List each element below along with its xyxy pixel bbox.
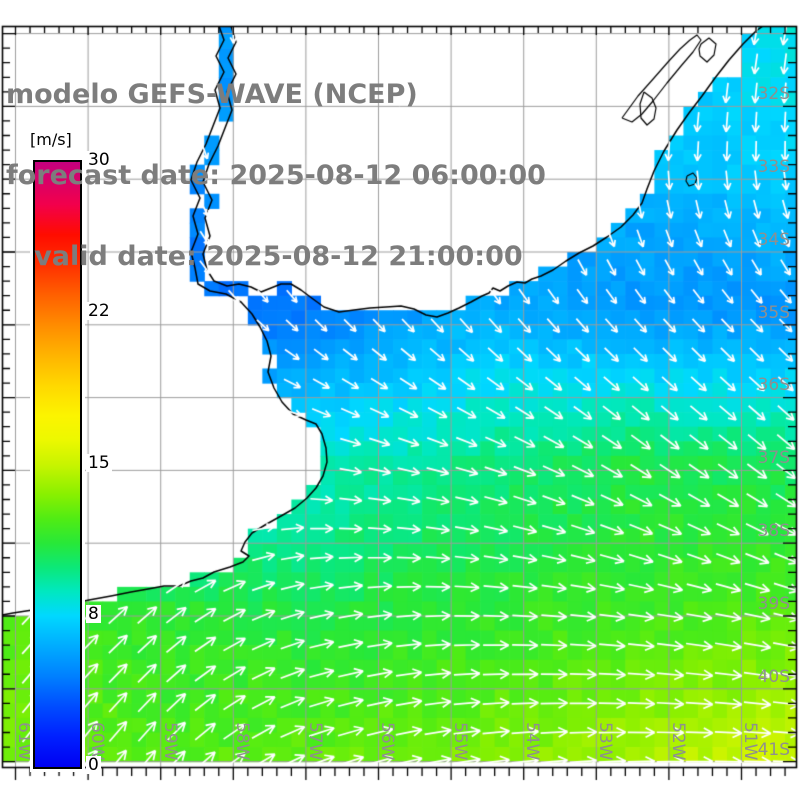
lon-label-57W: 57W <box>305 722 325 761</box>
colorbar-unit-label: [m/s] <box>27 130 75 149</box>
lat-label-34S: 34S <box>757 230 790 250</box>
lat-label-35S: 35S <box>757 303 790 323</box>
lon-label-55W: 55W <box>450 722 470 761</box>
title-valid-line: valid date: 2025-08-12 21:00:00 <box>6 241 523 272</box>
colorbar-tick-label-8: 8 <box>86 603 101 624</box>
lat-label-37S: 37S <box>757 448 790 468</box>
colorbar-gradient <box>35 162 80 767</box>
lon-label-53W: 53W <box>595 722 615 761</box>
lat-label-32S: 32S <box>757 84 790 104</box>
colorbar-tick-label-30: 30 <box>86 150 112 170</box>
lat-label-33S: 33S <box>757 157 790 177</box>
lat-label-41S: 41S <box>757 740 790 760</box>
lat-label-40S: 40S <box>757 667 790 687</box>
lon-label-54W: 54W <box>522 722 542 761</box>
colorbar <box>33 160 82 769</box>
lon-label-58W: 58W <box>232 722 252 761</box>
lon-label-52W: 52W <box>668 722 688 761</box>
colorbar-tick-label-0: 0 <box>86 755 101 775</box>
colorbar-tick-label-15: 15 <box>86 452 112 473</box>
lon-label-61W: 61W <box>14 722 34 761</box>
title-forecast-line: forecast date: 2025-08-12 06:00:00 <box>6 160 546 191</box>
lon-label-59W: 59W <box>160 722 180 761</box>
colorbar-tick-label-22: 22 <box>86 301 112 322</box>
lat-label-38S: 38S <box>757 521 790 541</box>
lat-label-36S: 36S <box>757 375 790 395</box>
lat-label-39S: 39S <box>757 594 790 614</box>
lon-label-56W: 56W <box>377 722 397 761</box>
title-model-line: modelo GEFS-WAVE (NCEP) <box>6 79 418 110</box>
page-title: modelo GEFS-WAVE (NCEP) forecast date: 2… <box>6 27 546 324</box>
lon-label-51W: 51W <box>740 722 760 761</box>
